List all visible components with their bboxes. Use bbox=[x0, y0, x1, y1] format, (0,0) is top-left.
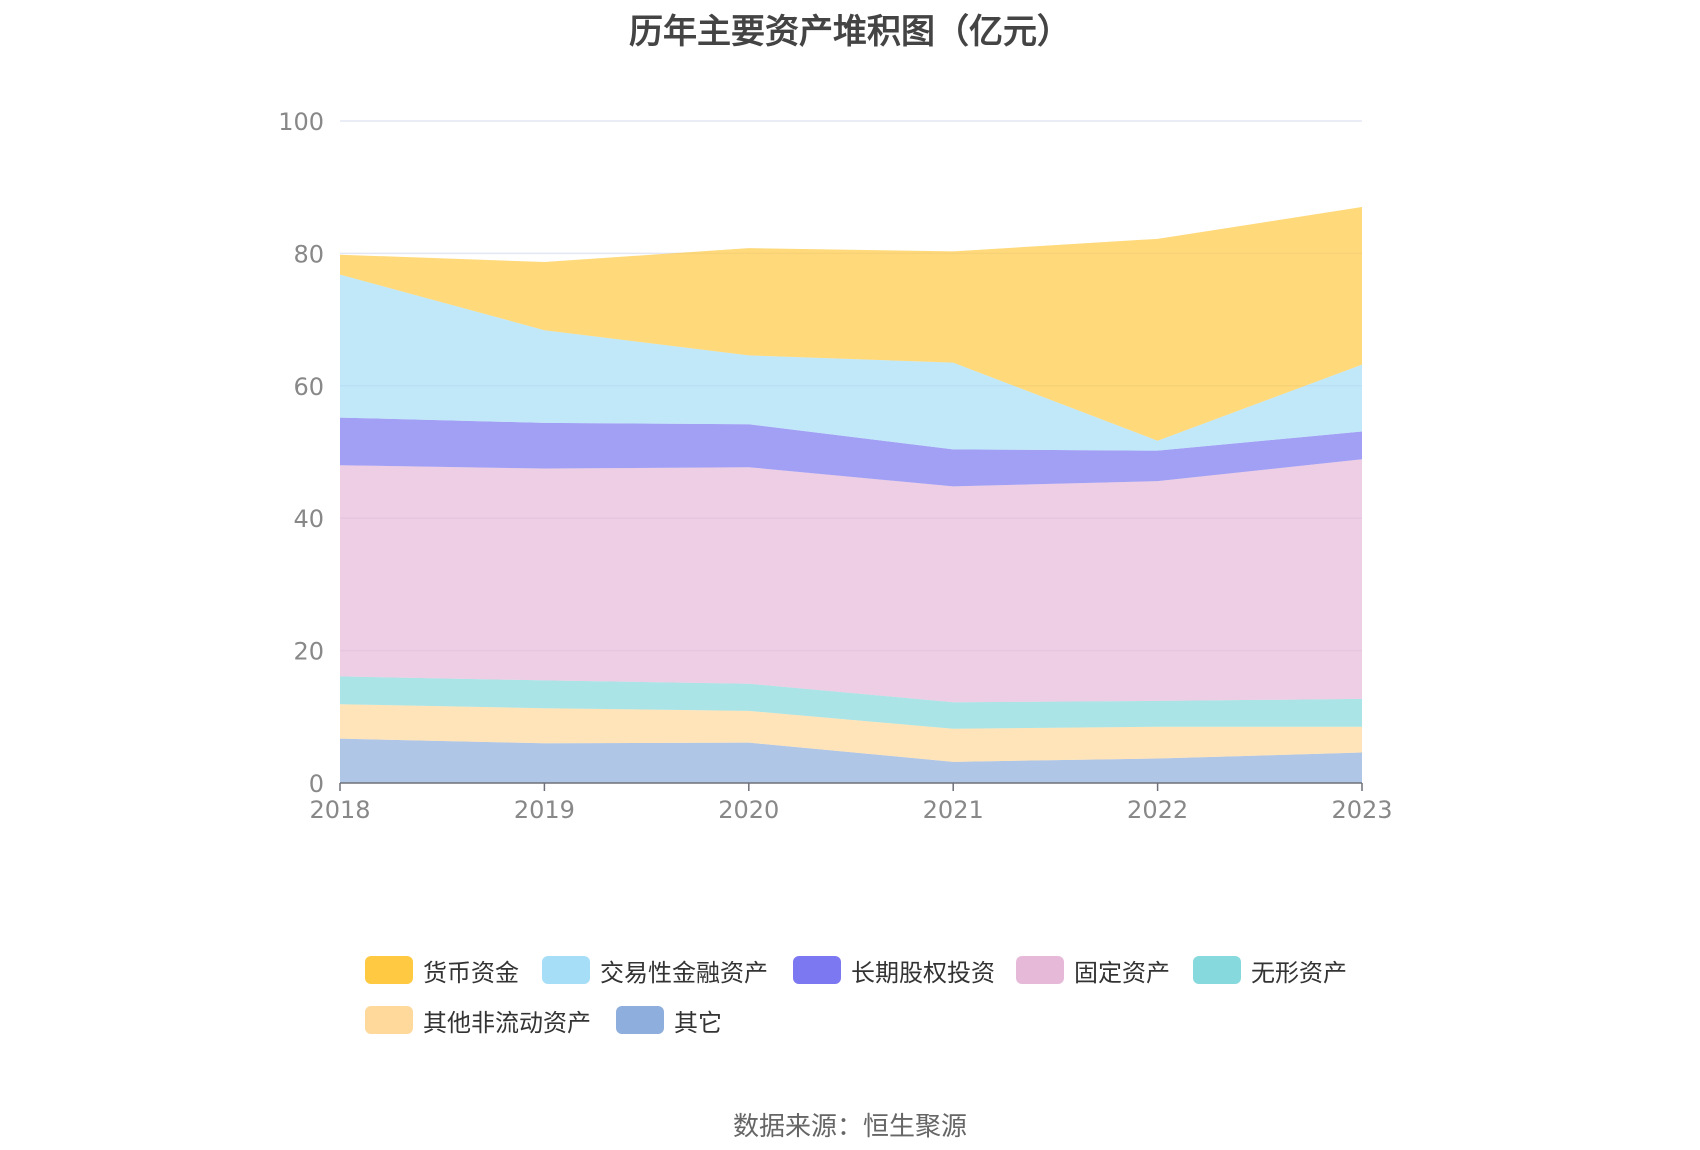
legend-item[interactable]: 其他非流动资产 bbox=[365, 1005, 591, 1037]
legend-swatch bbox=[542, 956, 590, 984]
legend-item[interactable]: 交易性金融资产 bbox=[542, 955, 768, 987]
legend-item[interactable]: 固定资产 bbox=[1016, 955, 1170, 987]
x-tick-label: 2018 bbox=[309, 796, 370, 824]
data-source-note: 数据来源：恒生聚源 bbox=[732, 1112, 967, 1142]
area-其它 bbox=[340, 738, 1362, 783]
legend-item[interactable]: 其它 bbox=[616, 1005, 722, 1037]
y-tick-label: 0 bbox=[309, 770, 324, 798]
y-tick-label: 100 bbox=[278, 108, 324, 136]
legend-item[interactable]: 货币资金 bbox=[365, 955, 519, 987]
legend-swatch bbox=[365, 956, 413, 984]
area-长期股权投资 bbox=[340, 417, 1362, 487]
legend-item[interactable]: 无形资产 bbox=[1193, 955, 1347, 987]
legend-swatch bbox=[365, 1006, 413, 1034]
legend-swatch bbox=[1193, 956, 1241, 984]
area-series bbox=[340, 207, 1362, 783]
area-货币资金 bbox=[340, 207, 1362, 441]
y-tick-label: 60 bbox=[293, 373, 324, 401]
legend-swatch bbox=[793, 956, 841, 984]
y-tick-label: 20 bbox=[293, 638, 324, 666]
area-无形资产 bbox=[340, 676, 1362, 729]
x-tick-label: 2022 bbox=[1127, 796, 1188, 824]
area-固定资产 bbox=[340, 459, 1362, 703]
legend-swatch bbox=[1016, 956, 1064, 984]
x-tick-label: 2023 bbox=[1331, 796, 1392, 824]
legend-label: 交易性金融资产 bbox=[600, 958, 768, 987]
x-tick-label: 2021 bbox=[923, 796, 984, 824]
legend-swatch bbox=[616, 1006, 664, 1034]
area-交易性金融资产 bbox=[340, 274, 1362, 451]
legend-label: 长期股权投资 bbox=[851, 958, 995, 987]
legend-label: 货币资金 bbox=[423, 958, 519, 987]
legend-label: 无形资产 bbox=[1251, 958, 1347, 987]
x-tick-label: 2019 bbox=[514, 796, 575, 824]
legend-label: 其他非流动资产 bbox=[423, 1008, 591, 1037]
area-其他非流动资产 bbox=[340, 704, 1362, 762]
axes: 0 20 40 60 80 100 2018 2019 2020 2021 2022 2023 bbox=[278, 108, 1392, 824]
y-tick-label: 40 bbox=[293, 505, 324, 533]
chart-title: 历年主要资产堆积图（亿元） bbox=[629, 12, 1071, 52]
legend-label: 固定资产 bbox=[1074, 958, 1170, 987]
y-tick-label: 80 bbox=[293, 240, 324, 268]
legend-item[interactable]: 长期股权投资 bbox=[793, 955, 995, 987]
x-tick-label: 2020 bbox=[718, 796, 779, 824]
legend-label: 其它 bbox=[674, 1008, 722, 1037]
